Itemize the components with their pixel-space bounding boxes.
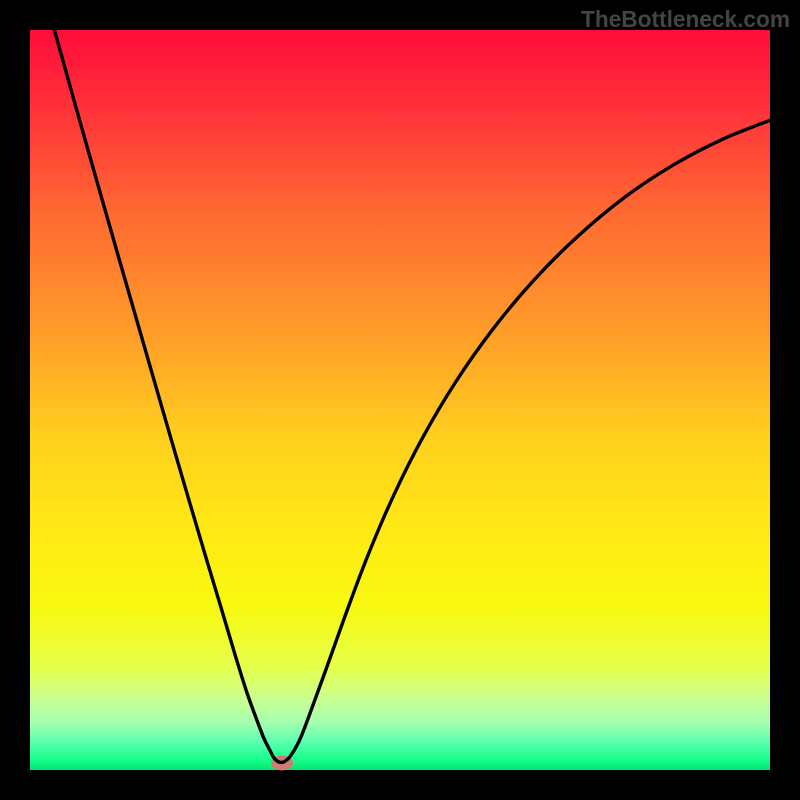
plot-area	[30, 30, 770, 770]
gradient-background	[30, 30, 770, 770]
watermark-text: TheBottleneck.com	[581, 6, 790, 33]
bottleneck-marker	[271, 755, 293, 770]
frame: TheBottleneck.com	[0, 0, 800, 800]
